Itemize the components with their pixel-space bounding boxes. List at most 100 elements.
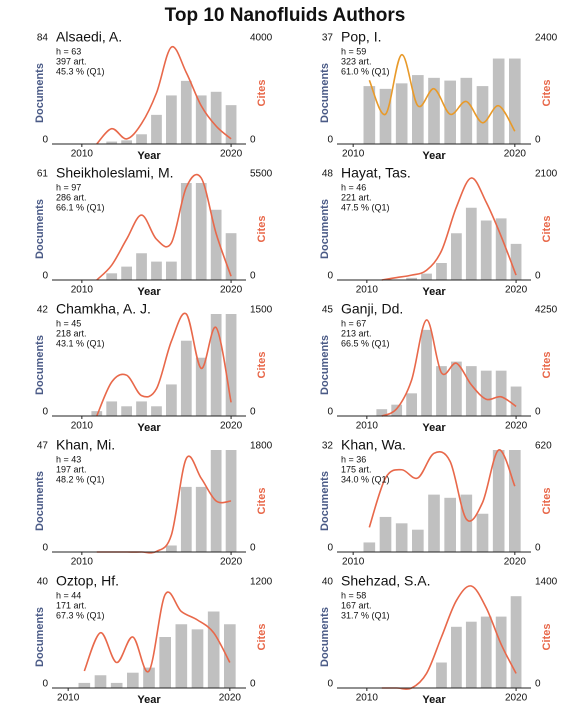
x-tick-label: 2020 (504, 557, 527, 568)
bar (136, 253, 147, 280)
x-tick-label: 2020 (220, 149, 243, 160)
bar (465, 621, 477, 688)
bar (492, 450, 505, 552)
y2-tick-label: 0 (535, 679, 541, 690)
bar (406, 277, 417, 280)
bar (127, 672, 139, 688)
bar (166, 261, 177, 280)
bar (495, 218, 507, 280)
y-tick-label: 0 (327, 135, 333, 146)
x-tick-label: 2010 (342, 557, 365, 568)
x-tick-label: 2010 (71, 557, 94, 568)
annotation: h = 59 (341, 46, 366, 56)
bar (376, 409, 388, 416)
bar (225, 314, 237, 416)
bar (195, 95, 207, 144)
bar (106, 401, 118, 416)
bar (195, 486, 207, 552)
cites-line (96, 46, 232, 145)
y-axis-label: Documents (319, 607, 331, 667)
bar (143, 667, 155, 688)
x-tick-label: 2010 (71, 285, 94, 296)
bar (210, 314, 222, 416)
bar (451, 233, 462, 280)
panel: 2010 2020 0 61 0 5500 Sheikholeslami, M.h = 97… (34, 165, 273, 298)
bar (225, 233, 237, 280)
panel-title: Sheikholeslami, M. (56, 165, 174, 181)
y2-axis-label: Cites (256, 488, 268, 515)
x-axis-label: Year (137, 422, 161, 434)
annotation: h = 44 (56, 590, 81, 600)
panel: 2010 2020 0 42 0 1500 Chamkha, A. J.h = 45218 … (34, 301, 273, 434)
y2-tick-label: 1400 (535, 577, 558, 588)
y-tick-label: 0 (42, 543, 48, 554)
annotation: 67.3 % (Q1) (56, 610, 105, 620)
bar (444, 80, 456, 144)
panel-title: Khan, Wa. (341, 437, 406, 453)
bar (480, 616, 492, 688)
bar (191, 629, 204, 688)
bar (510, 243, 522, 280)
bar (363, 542, 376, 552)
panel-title: Khan, Mi. (56, 437, 115, 453)
y-tick-label: 37 (322, 33, 334, 44)
annotation: 48.2 % (Q1) (56, 474, 105, 484)
bar (210, 91, 222, 144)
y-tick-label: 0 (327, 543, 333, 554)
cites-line (96, 312, 232, 417)
y-axis-label: Documents (319, 63, 331, 123)
y-tick-label: 40 (322, 577, 334, 588)
bar (492, 58, 505, 144)
y2-tick-label: 1800 (250, 441, 273, 452)
annotation: h = 46 (341, 182, 366, 192)
annotation: 323 art. (341, 56, 372, 66)
y-axis-label: Documents (34, 335, 46, 395)
y2-tick-label: 0 (535, 407, 541, 418)
x-tick-label: 2010 (57, 693, 80, 704)
x-axis-label: Year (137, 150, 161, 162)
y-tick-label: 0 (42, 407, 48, 418)
bar (421, 329, 432, 416)
y-axis-label: Documents (319, 199, 331, 259)
x-tick-label: 2010 (356, 285, 379, 296)
bar (106, 273, 118, 280)
bar (363, 86, 376, 144)
y2-axis-label: Cites (256, 216, 268, 243)
x-tick-label: 2020 (219, 693, 242, 704)
bar (91, 411, 103, 416)
bar (436, 263, 447, 280)
bar (460, 77, 473, 144)
y-axis-label: Documents (34, 607, 46, 667)
y2-tick-label: 0 (535, 543, 541, 554)
bar (151, 406, 162, 416)
bar (136, 134, 147, 144)
bar (510, 386, 522, 416)
annotation: 34.0 % (Q1) (341, 474, 390, 484)
annotation: h = 36 (341, 454, 366, 464)
bar (428, 494, 440, 552)
x-tick-label: 2020 (504, 149, 527, 160)
bar (225, 450, 237, 552)
y2-tick-label: 5500 (250, 169, 273, 180)
bar (509, 450, 521, 552)
cites-line (381, 319, 517, 417)
panel-title: Hayat, Tas. (341, 165, 411, 181)
y2-tick-label: 0 (535, 271, 541, 282)
y2-axis-label: Cites (256, 352, 268, 379)
y-tick-label: 0 (42, 679, 48, 690)
x-tick-label: 2020 (220, 421, 243, 432)
bar (224, 624, 236, 688)
bar (476, 513, 489, 552)
bar (94, 675, 107, 688)
cites-line (368, 53, 516, 132)
y-tick-label: 0 (42, 271, 48, 282)
bar (460, 494, 473, 552)
y2-tick-label: 4000 (250, 33, 273, 44)
bar (436, 662, 447, 688)
bar (166, 95, 177, 144)
bar (225, 105, 237, 144)
